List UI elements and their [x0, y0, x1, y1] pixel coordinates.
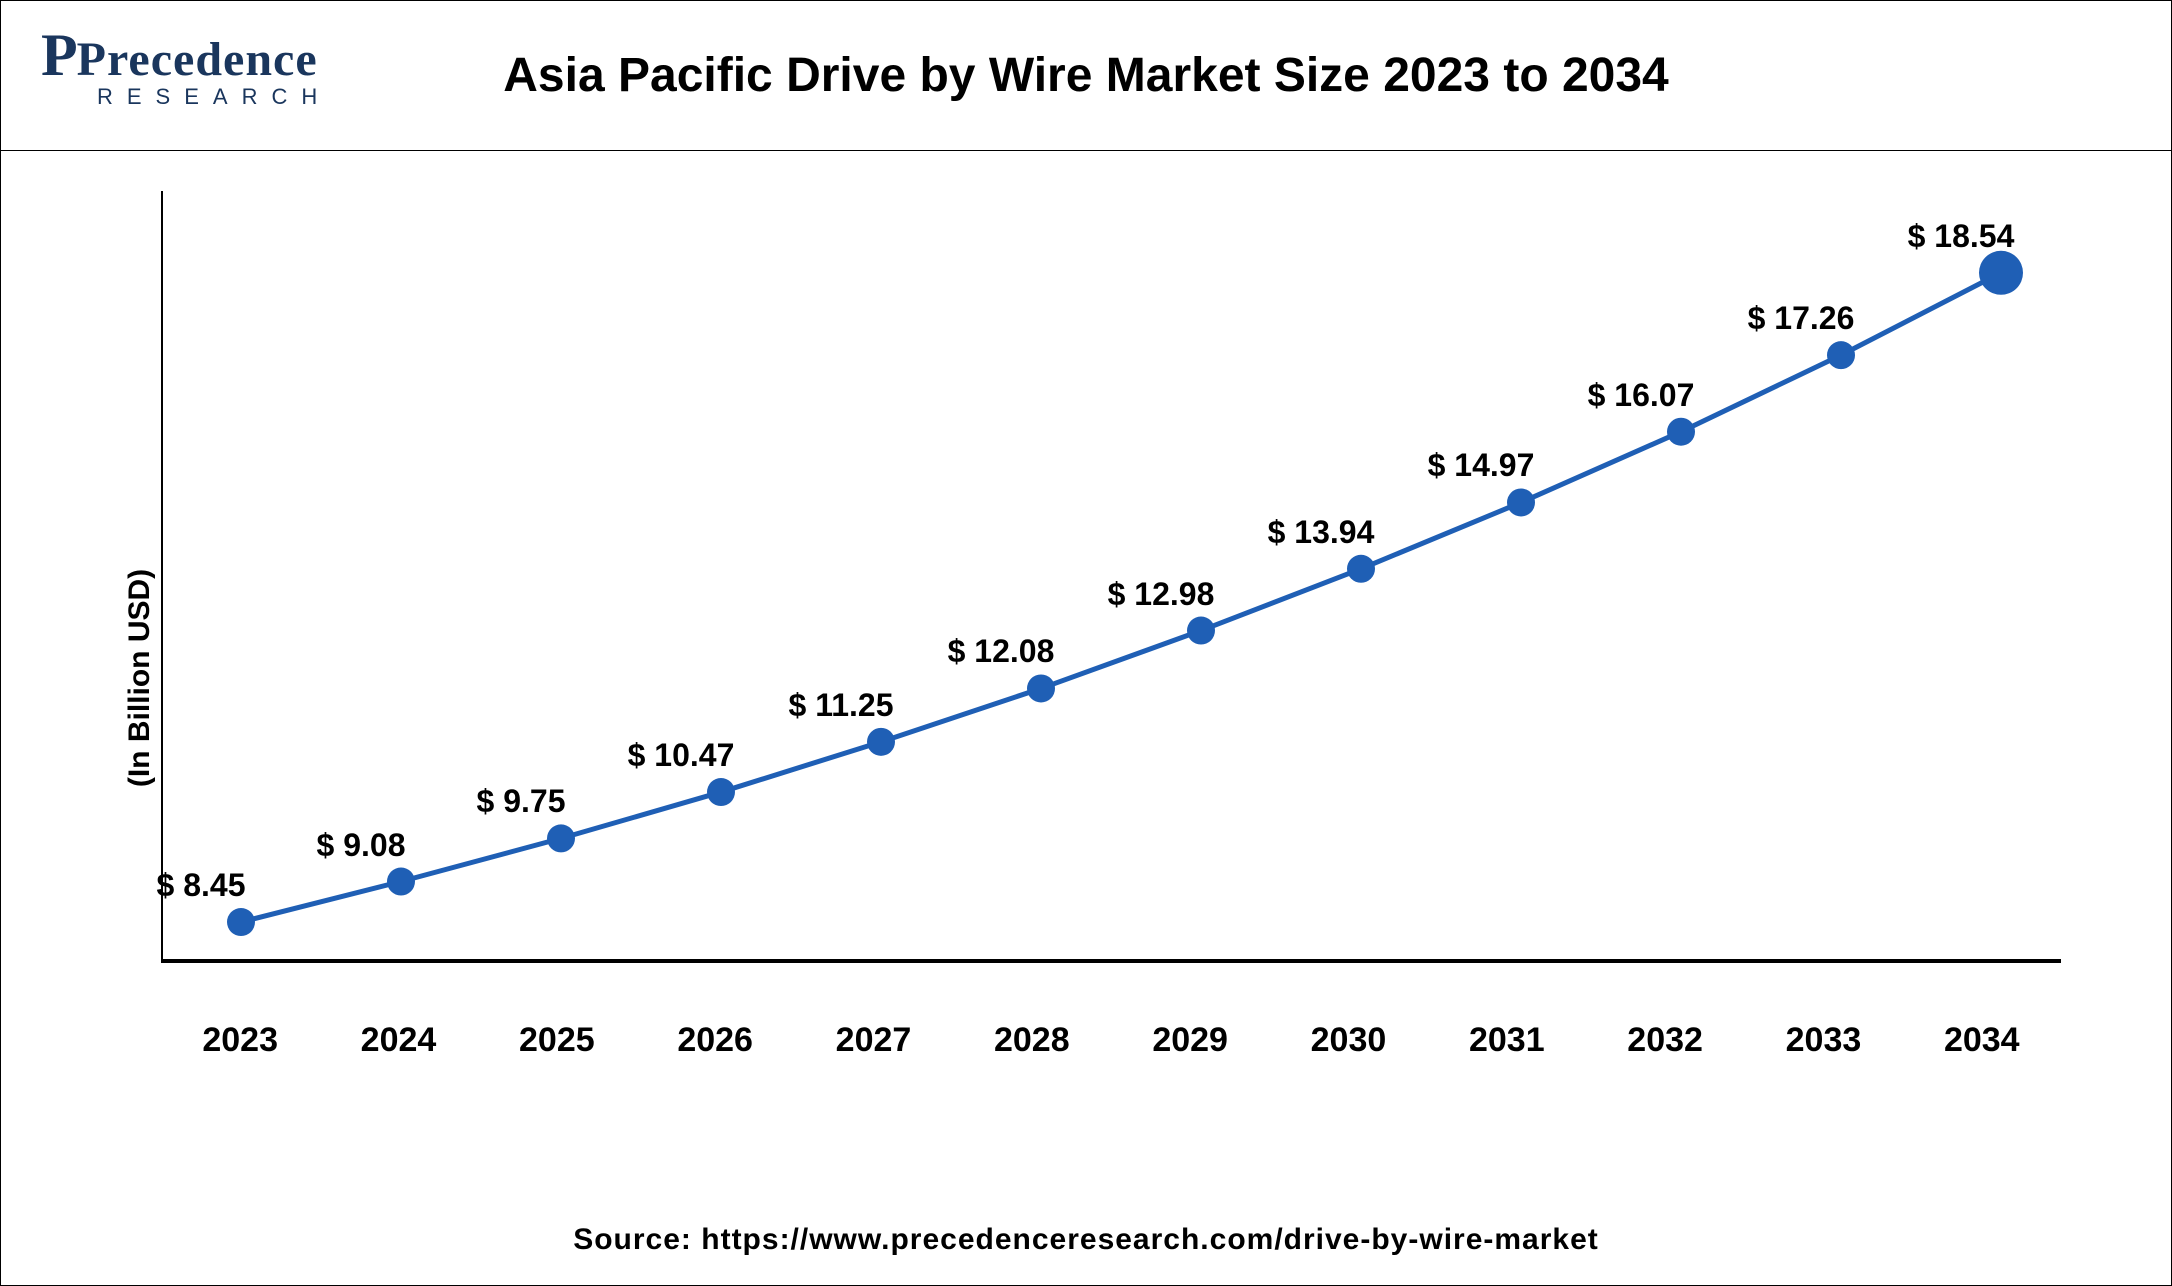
data-point-label: $ 9.08 [317, 827, 406, 864]
chart-frame: P Precedence RESEARCH Asia Pacific Drive… [0, 0, 2172, 1286]
x-tick-label: 2029 [1111, 1021, 1269, 1081]
x-tick-label: 2030 [1269, 1021, 1427, 1081]
data-point-label: $ 12.98 [1108, 576, 1215, 613]
x-tick-label: 2027 [794, 1021, 952, 1081]
x-tick-label: 2033 [1744, 1021, 1902, 1081]
logo: P Precedence RESEARCH [41, 21, 331, 110]
logo-word: Precedence [77, 32, 318, 87]
data-point-label: $ 11.25 [789, 687, 894, 724]
data-point-label: $ 17.26 [1748, 300, 1855, 337]
chart-area: (In Billion USD) $ 8.45 $ 9.08 $ 9.75 $ 10.… [1, 151, 2171, 1205]
x-tick-label: 2031 [1428, 1021, 1586, 1081]
data-point-label: $ 18.54 [1908, 218, 2015, 255]
data-point-label: $ 8.45 [157, 867, 246, 904]
data-point-label: $ 10.47 [628, 737, 735, 774]
x-tick-label: 2032 [1586, 1021, 1744, 1081]
logo-main-text: P Precedence [41, 21, 331, 90]
x-axis-labels: 2023202420252026202720282029203020312032… [161, 1021, 2061, 1081]
data-point-label: $ 9.75 [477, 783, 566, 820]
source-text: Source: https://www.precedenceresearch.c… [1, 1223, 2171, 1257]
y-axis-label: (In Billion USD) [123, 569, 157, 787]
data-point-label: $ 13.94 [1268, 514, 1375, 551]
header-bar: P Precedence RESEARCH Asia Pacific Drive… [1, 1, 2171, 151]
x-tick-label: 2024 [319, 1021, 477, 1081]
logo-sub-text: RESEARCH [97, 84, 331, 110]
x-tick-label: 2025 [478, 1021, 636, 1081]
x-tick-label: 2023 [161, 1021, 319, 1081]
x-tick-label: 2028 [953, 1021, 1111, 1081]
x-tick-label: 2026 [636, 1021, 794, 1081]
x-tick-label: 2034 [1903, 1021, 2061, 1081]
data-point-label: $ 14.97 [1428, 447, 1535, 484]
data-point-label: $ 16.07 [1588, 377, 1695, 414]
data-point-label: $ 12.08 [948, 633, 1055, 670]
logo-p-glyph: P [41, 21, 79, 90]
